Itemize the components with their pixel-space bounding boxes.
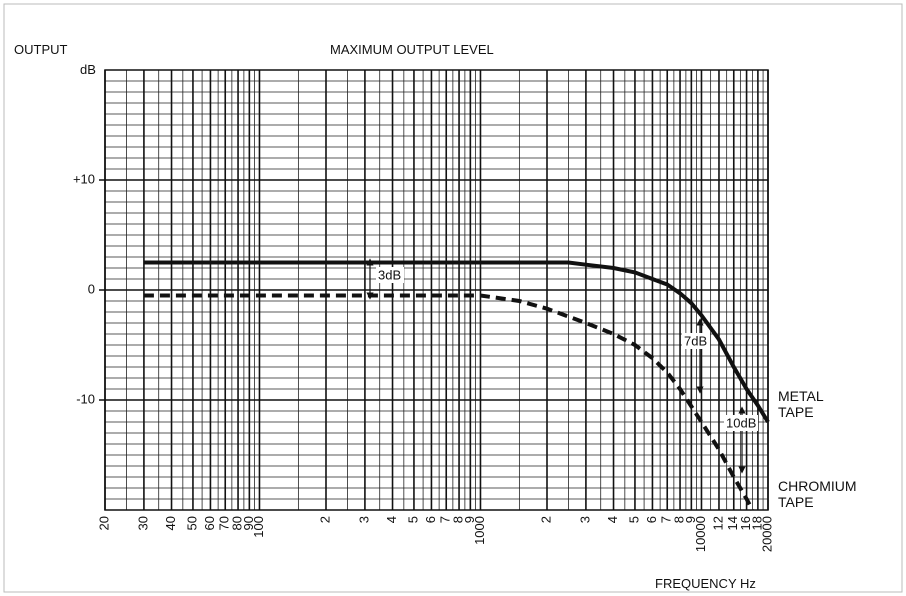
series-line [143,293,755,511]
x-tick-label: 60 [202,516,217,530]
x-tick-label: 10000 [693,516,708,552]
plot-border [104,69,769,511]
x-tick-label: 3 [577,516,592,523]
annotation-bg [724,415,758,431]
legend-metal: METAL TAPE [778,388,824,420]
x-tick-label: 9 [683,516,698,523]
chart-title: MAXIMUM OUTPUT LEVEL [330,42,494,57]
annotation-bg [376,267,404,283]
annotation-bg [682,333,710,349]
x-tick-label: 12 [710,516,725,530]
legend-chromium: CHROMIUM TAPE [778,478,857,510]
x-tick-label: 6 [644,516,659,523]
x-tick-label: 4 [605,516,620,523]
x-tick-label: 18 [749,516,764,530]
annotation: 7dB [684,333,707,348]
x-tick-label: 50 [184,516,199,530]
x-tick-label: 4 [384,516,399,523]
x-tick-label: 7 [659,516,674,523]
x-tick-label: 90 [241,516,256,530]
x-tick-label: 3 [356,516,371,523]
x-tick-label: 80 [229,516,244,530]
x-tick-label: 9 [462,516,477,523]
x-tick-label: 40 [163,516,178,530]
x-tick-label: 20000 [759,516,774,552]
annotation: 10dB [726,415,756,430]
y-axis-unit: dB [80,62,96,77]
series-line [143,260,770,424]
x-tick-label: 100 [251,516,266,538]
x-tick-label: 8 [671,516,686,523]
x-tick-label: 6 [423,516,438,523]
x-tick-label: 1000 [472,516,487,545]
x-tick-label: 7 [438,516,453,523]
x-tick-label: 70 [217,516,232,530]
frame [3,3,903,593]
x-tick-label: 30 [135,516,150,530]
y-tick-label: -10 [76,391,95,406]
x-tick-label: 16 [738,516,753,530]
x-tick-label: 5 [405,516,420,523]
x-tick-label: 14 [725,516,740,530]
x-tick-label: 2 [317,516,332,523]
x-tick-label: 2 [538,516,553,523]
x-tick-label: 8 [450,516,465,523]
y-tick-label: +10 [73,171,95,186]
y-axis-label: OUTPUT [14,42,68,57]
y-tick-label: 0 [88,281,95,296]
x-tick-label: 20 [96,516,111,530]
x-axis-label: FREQUENCY Hz [655,576,756,591]
annotation: 3dB [378,267,401,282]
x-tick-label: 5 [626,516,641,523]
